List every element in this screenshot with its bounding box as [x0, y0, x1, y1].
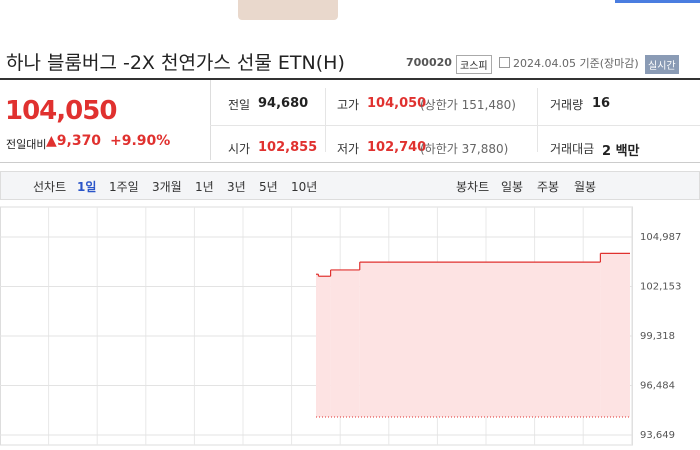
stat-value: 102,740	[367, 140, 427, 155]
stat-note: (상한가 151,480)	[420, 98, 516, 112]
y-tick-label: 104,987	[640, 232, 681, 243]
area-segment	[600, 253, 630, 417]
change: ▲9,370	[46, 133, 102, 149]
stat-value: 102,855	[258, 140, 318, 155]
stock-title: 하나 블룸버그 -2X 천연가스 선물 ETN(H)	[6, 52, 345, 74]
info-box	[0, 78, 700, 163]
area-segment	[316, 274, 319, 417]
change-rate: +9.90%	[110, 133, 171, 149]
tab-bar	[0, 171, 700, 200]
market-badge: 코스피	[456, 55, 492, 74]
stat-label: 거래량	[550, 98, 584, 112]
banner-button[interactable]	[615, 0, 700, 3]
period-tab[interactable]: 10년	[291, 180, 318, 194]
period-tab[interactable]: 주봉	[537, 180, 560, 194]
period-tab[interactable]: 3개월	[152, 180, 182, 194]
area-segment	[318, 276, 331, 417]
period-tab[interactable]: 1년	[195, 180, 214, 194]
stat-label: 고가	[337, 98, 360, 112]
stat-note: (하한가 37,880)	[420, 142, 509, 156]
realtime-badge[interactable]: 실시간	[645, 55, 679, 74]
period-tab[interactable]: 1일	[77, 180, 97, 194]
calendar-icon	[499, 57, 510, 68]
stat-value: 2 백만	[602, 144, 640, 159]
y-tick-label: 99,318	[640, 331, 675, 342]
period-tab[interactable]: 일봉	[501, 180, 524, 194]
period-tab[interactable]: 5년	[259, 180, 278, 194]
y-tick-label: 93,649	[640, 430, 675, 441]
stat-value: 104,050	[367, 96, 427, 111]
chart: 104,987 102,153 99,318 96,484 93,649	[0, 206, 681, 446]
tab-group-label: 봉차트	[456, 180, 490, 194]
change-label: 전일대비	[6, 138, 47, 151]
area-segment	[330, 269, 360, 417]
divider	[210, 80, 211, 160]
stock-code: 700020	[406, 56, 452, 69]
stat-label: 시가	[228, 142, 251, 156]
y-tick-label: 102,153	[640, 281, 681, 292]
area-segment	[359, 262, 601, 417]
stat-value: 94,680	[258, 96, 309, 111]
y-tick-label: 96,484	[640, 380, 675, 391]
stat-label: 거래대금	[550, 142, 595, 156]
divider	[537, 88, 538, 152]
stat-value: 16	[592, 96, 611, 111]
stat-label: 전일	[228, 98, 251, 112]
divider	[325, 88, 326, 152]
current-price: 104,050	[5, 96, 117, 126]
base-date: 2024.04.05 기준(장마감)	[513, 57, 639, 70]
stat-label: 저가	[337, 142, 360, 156]
plot-area	[0, 206, 633, 446]
period-tab[interactable]: 월봉	[574, 180, 597, 194]
divider	[210, 125, 700, 126]
period-tab[interactable]: 3년	[227, 180, 246, 194]
banner-image	[238, 0, 338, 20]
tab-group-label: 선차트	[33, 180, 67, 194]
period-tab[interactable]: 1주일	[109, 180, 139, 194]
